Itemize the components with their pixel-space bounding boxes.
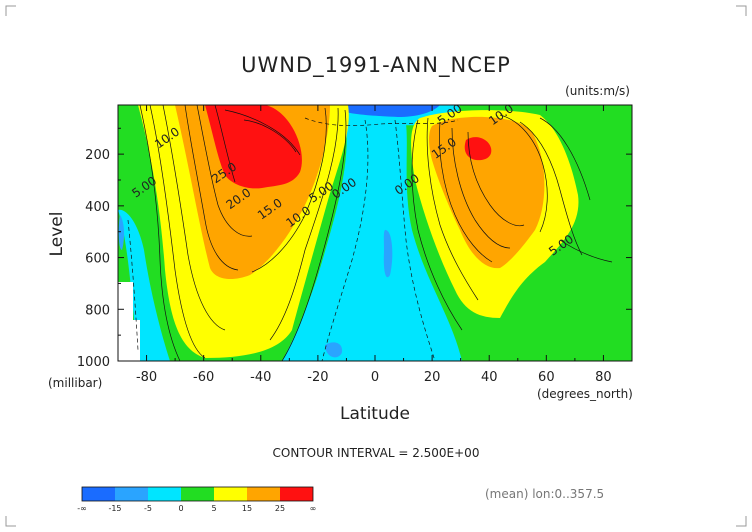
colorbar-label: 15 (242, 504, 252, 513)
region-white-terrain (118, 282, 140, 361)
y-tick-label: 200 (85, 148, 110, 163)
region-blue-top (330, 105, 440, 117)
x-tick-label: -20 (307, 370, 328, 385)
contour-interval-text: CONTOUR INTERVAL = 2.500E+00 (273, 446, 480, 460)
colorbar-frame (81, 486, 314, 502)
y-axis-label: Level (47, 212, 67, 257)
corner-marks (5, 5, 747, 527)
region-blue-south (118, 215, 125, 250)
colorbar-swatch (280, 487, 313, 501)
y-axis-units: (millibar) (48, 376, 102, 390)
colorbar-label: ∞ (310, 504, 317, 513)
contour-lines-dashed (127, 117, 459, 361)
colorbar-swatch (82, 487, 115, 501)
chart-title: UWND_1991-ANN_NCEP (241, 53, 511, 78)
colorbar: -∞ -15 -5 0 5 15 25 ∞ (77, 486, 317, 513)
colorbar-swatch (148, 487, 181, 501)
colorbar-label: -∞ (77, 504, 87, 513)
x-tick-label: -80 (136, 370, 157, 385)
units-label: (units:m/s) (565, 84, 630, 98)
x-tick-label: 80 (595, 370, 612, 385)
region-blue-tropical (383, 229, 393, 278)
y-axis: 200 400 600 800 1000 (77, 127, 632, 370)
nh-jet-15 (429, 116, 545, 269)
x-tick-label: 20 (424, 370, 441, 385)
x-tick-label: -60 (193, 370, 214, 385)
x-tick-label: 40 (481, 370, 498, 385)
contour-lines (139, 105, 613, 361)
x-axis-label: Latitude (340, 404, 410, 424)
region-cyan-south (118, 209, 170, 361)
nh-jet-25 (464, 137, 492, 161)
x-tick-label: 0 (371, 370, 379, 385)
y-tick-label: 1000 (77, 355, 110, 370)
colorbar-label: 25 (275, 504, 285, 513)
region-cyan-tropics (282, 112, 462, 361)
y-tick-label: 800 (85, 303, 110, 318)
y-tick-label: 400 (85, 200, 110, 215)
colorbar-label: -5 (144, 504, 152, 513)
x-axis: -80 -60 -40 -20 0 20 40 60 80 (117, 105, 633, 385)
colorbar-swatch (247, 487, 280, 501)
sh-jet-25 (205, 105, 302, 189)
colorbar-swatch (115, 487, 148, 501)
colorbar-swatch (181, 487, 214, 501)
region-blue-surface (325, 342, 343, 358)
x-tick-label: 60 (538, 370, 555, 385)
colorbar-label: 0 (178, 504, 183, 513)
x-tick-label: -40 (250, 370, 271, 385)
x-axis-units: (degrees_north) (537, 387, 633, 401)
footer-mean-lon: (mean) lon:0..357.5 (485, 487, 604, 501)
y-tick-label: 600 (85, 252, 110, 267)
colorbar-swatch (214, 487, 247, 501)
colorbar-label: -15 (108, 504, 121, 513)
colorbar-label: 5 (211, 504, 216, 513)
